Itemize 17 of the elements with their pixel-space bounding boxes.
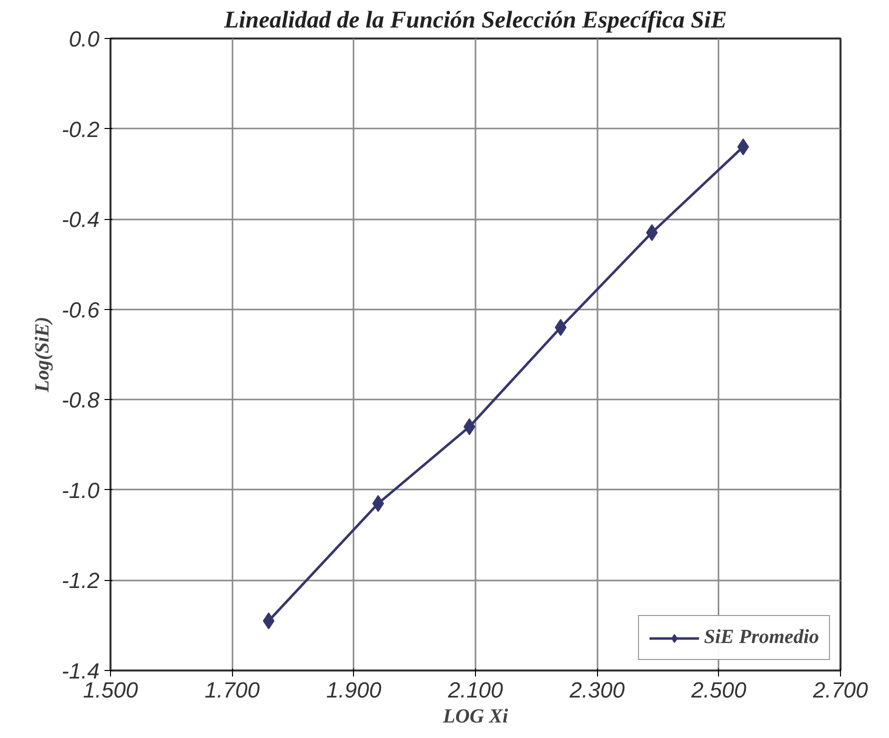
- x-tick-label: 2.700: [812, 678, 869, 702]
- y-tick-label: -1.2: [62, 568, 100, 594]
- y-tick-label: 0.0: [68, 26, 100, 52]
- y-axis-title: Log(SiE): [32, 316, 54, 394]
- legend-label: SiE Promedio: [704, 626, 819, 649]
- x-tick-label: 1.700: [204, 678, 260, 702]
- y-tick-label: -0.4: [62, 207, 100, 232]
- x-axis-title: LOG Xi: [442, 706, 508, 728]
- chart-title: Linealidad de la Función Selección Específica SiE: [223, 8, 727, 34]
- x-tick-label: 2.300: [568, 678, 626, 702]
- y-tick-label: -0.8: [62, 388, 100, 413]
- y-tick-label: -0.6: [62, 297, 100, 322]
- y-tick-label: -0.2: [62, 116, 100, 142]
- y-tick-label: -1.0: [62, 478, 100, 503]
- x-tick-label: 2.100: [446, 678, 504, 702]
- x-tick-label: 1.900: [326, 678, 382, 702]
- x-tick-label: 2.500: [690, 678, 748, 702]
